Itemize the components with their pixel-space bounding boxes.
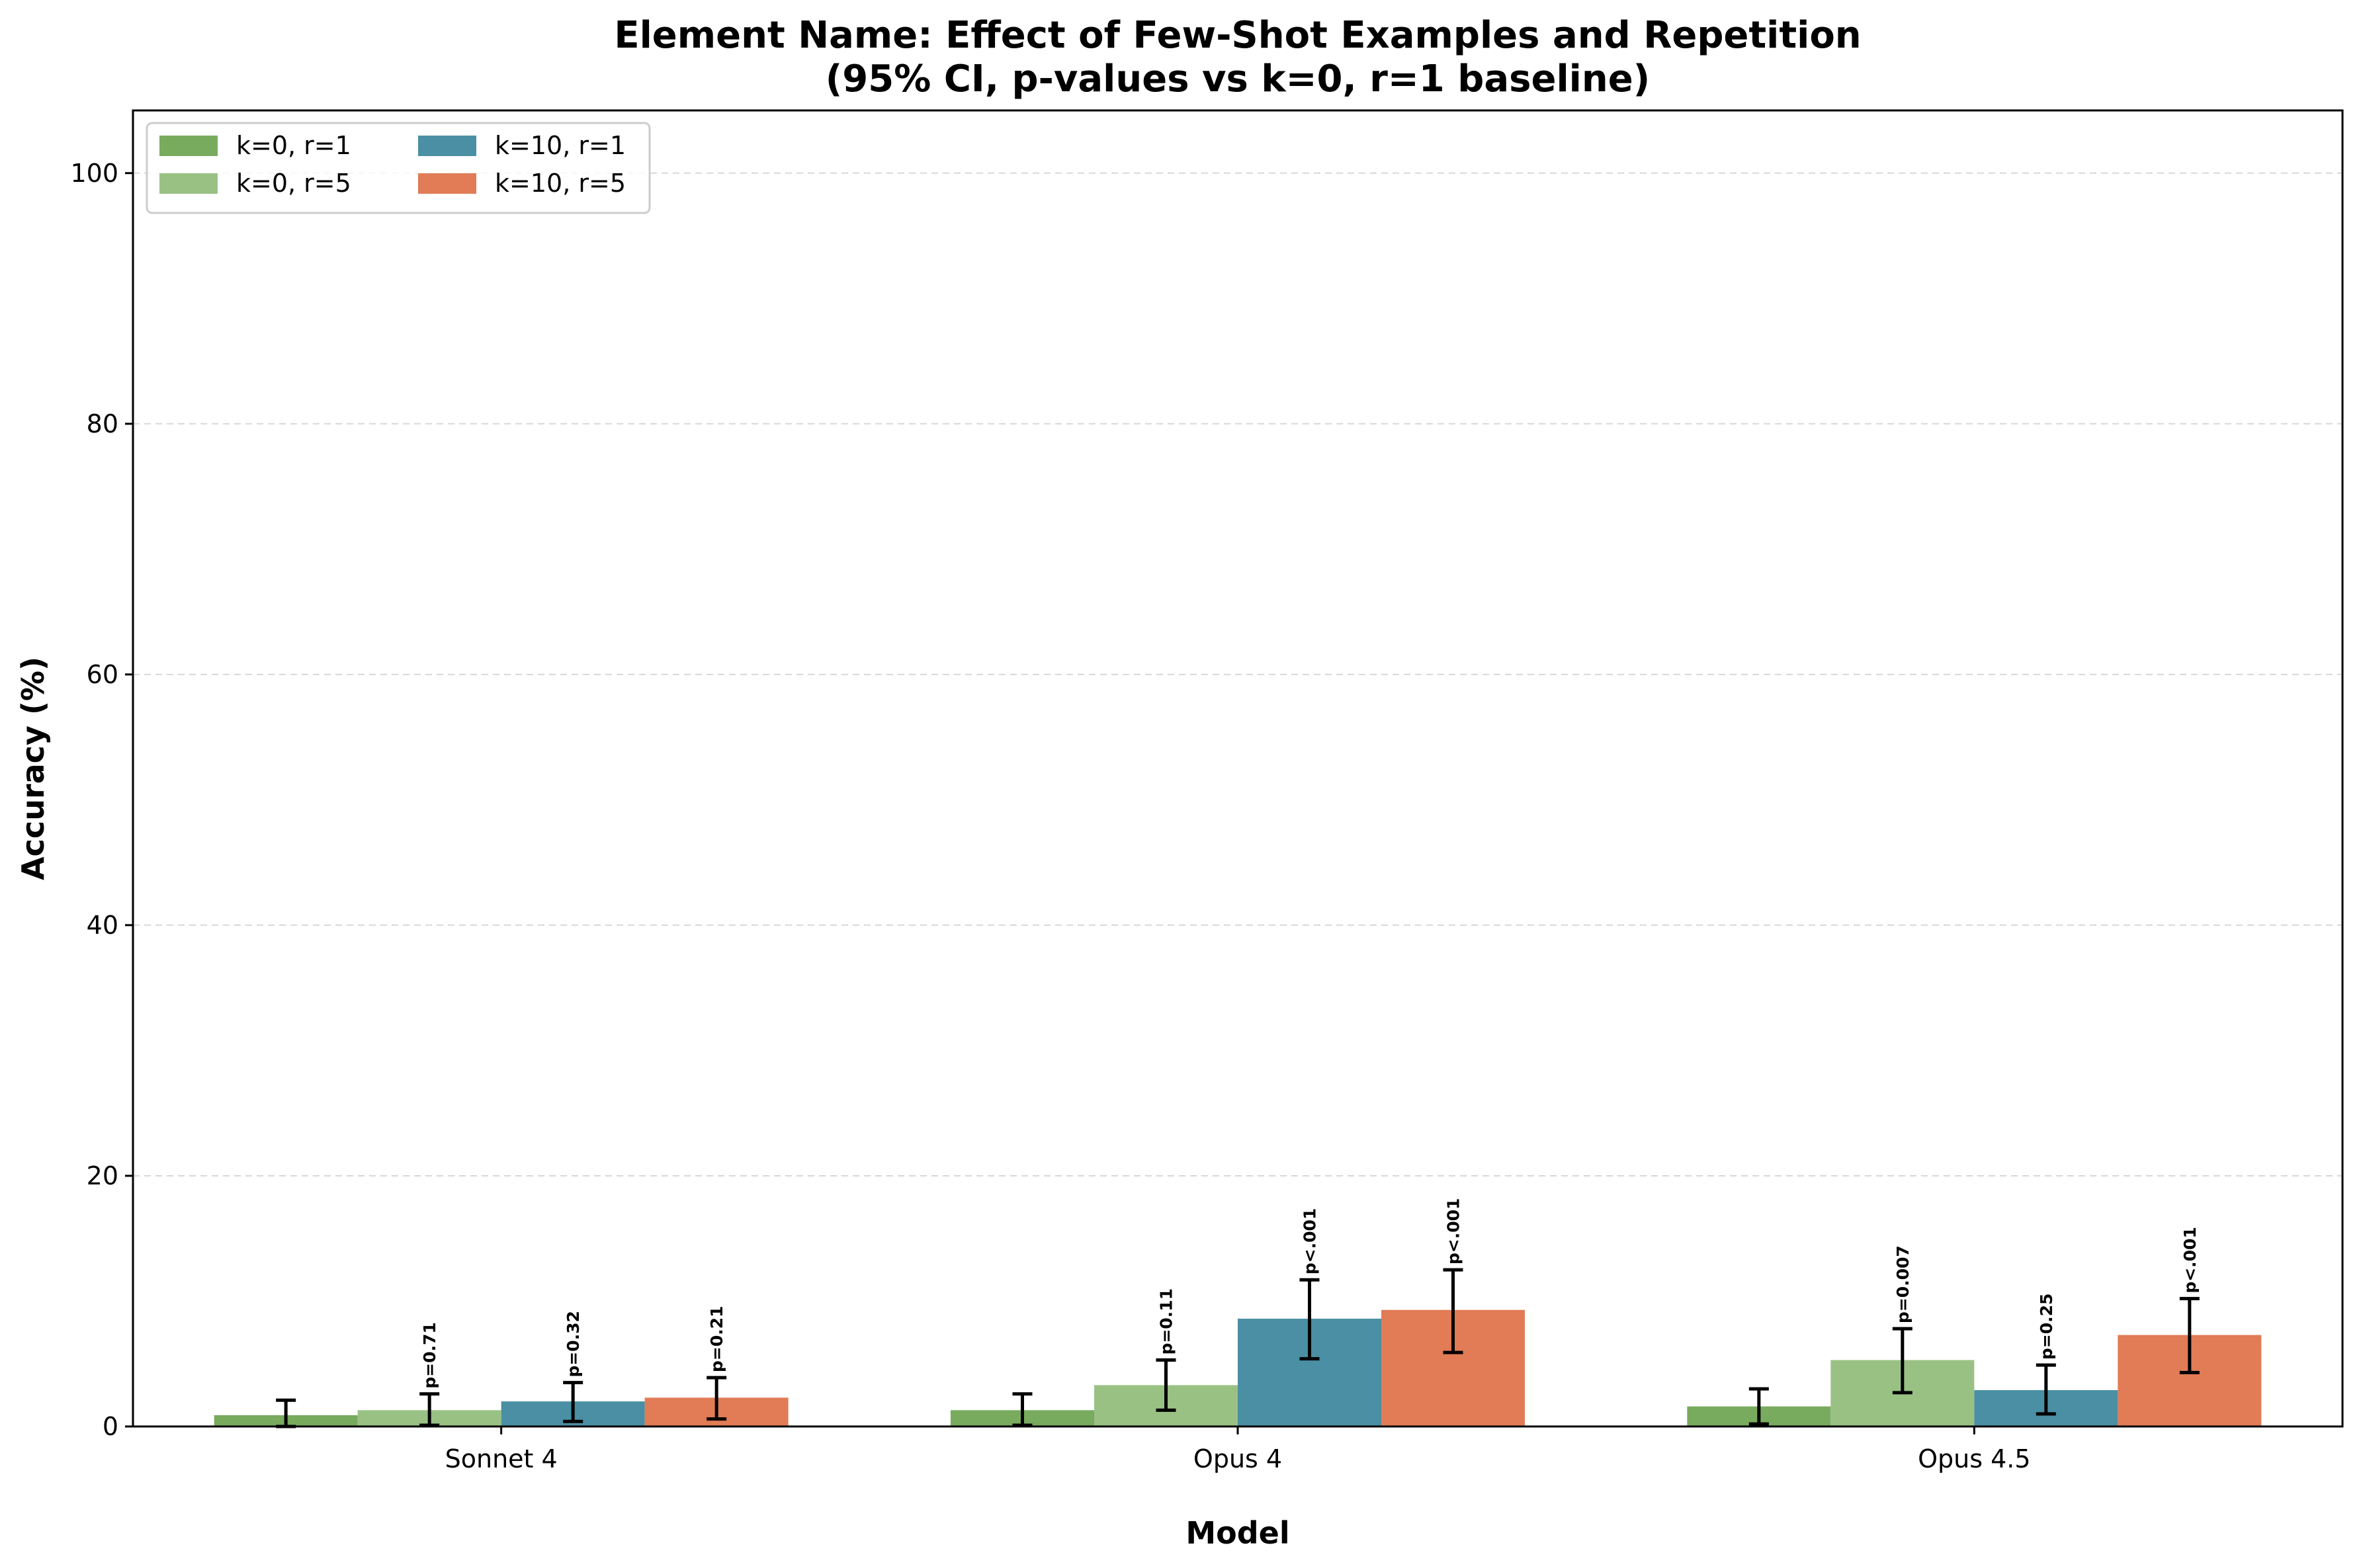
y-tick-label: 0 [103,1412,118,1441]
p-value-label: p=0.11 [1157,1288,1176,1355]
legend: k=0, r=1 k=0, r=5 k=10, r=1 k=10, r=5 [146,122,651,214]
grid-lines [133,172,2342,1176]
chart-title-line-1: Element Name: Effect of Few-Shot Example… [614,14,1861,57]
p-value-label: p<.001 [2180,1227,2200,1294]
legend-label: k=10, r=5 [495,169,626,198]
y-tick-label: 20 [87,1161,118,1190]
legend-label: k=0, r=1 [236,131,351,160]
legend-swatch [159,136,218,156]
x-axis-ticks: Sonnet 4 Opus 4 Opus 4.5 [445,1426,2031,1473]
x-tick-label: Sonnet 4 [445,1444,558,1473]
p-value-label: p=0.007 [1893,1245,1912,1323]
bars [214,1309,2262,1426]
legend-swatch [159,173,218,194]
p-value-label: p=0.32 [564,1311,583,1378]
p-value-label: p=0.71 [420,1322,439,1389]
y-tick-label: 100 [70,159,118,188]
x-tick-label: Opus 4 [1193,1444,1282,1473]
p-value-label: p=0.25 [2037,1294,2056,1360]
p-value-label: p<.001 [1301,1208,1320,1275]
y-axis-ticks: 0 20 40 60 80 100 [70,159,133,1441]
y-axis-label: Accuracy (%) [15,657,51,880]
legend-label: k=0, r=5 [236,169,351,198]
legend-box [146,122,651,214]
p-value-label: p=0.21 [707,1306,726,1373]
x-axis-label: Model [1185,1515,1289,1551]
plot-area-frame [132,109,2344,1428]
legend-swatch [418,173,476,194]
legend-swatch [418,136,476,156]
legend-label: k=10, r=1 [495,131,626,160]
y-tick-label: 40 [87,911,118,940]
p-value-labels: p=0.71 p=0.32 p=0.21 p=0.11 p<.001 p<.001 p=0.… [420,1198,2200,1389]
y-tick-label: 80 [87,409,118,438]
p-value-label: p<.001 [1444,1198,1463,1265]
chart-title-line-2: (95% CI, p-values vs k=0, r=1 baseline) [826,58,1651,101]
x-tick-label: Opus 4.5 [1918,1444,2030,1473]
y-tick-label: 60 [87,660,118,689]
